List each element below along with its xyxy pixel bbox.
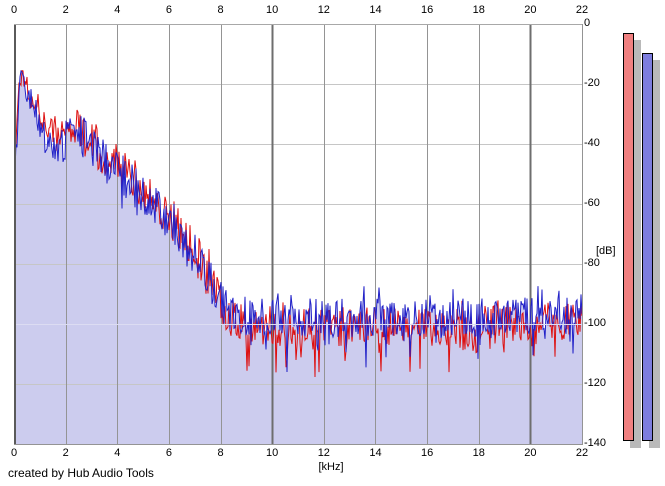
channel-2-level-shadow (649, 60, 660, 448)
spectrum-plot (14, 24, 583, 445)
y-axis-unit-label: [dB] (596, 245, 616, 257)
x-tick-label-top-18: 18 (472, 4, 485, 16)
y-tick-label--120: -120 (584, 377, 607, 389)
credit-text: created by Hub Audio Tools (8, 466, 154, 480)
x-tick-label-bottom-22: 22 (575, 447, 589, 459)
x-tick-label-bottom-12: 12 (317, 447, 330, 459)
x-tick-label-bottom-16: 16 (420, 447, 434, 459)
x-tick-label-bottom-6: 6 (165, 447, 172, 459)
x-axis-unit-label: [kHz] (318, 461, 344, 473)
x-tick-label-top-8: 8 (217, 4, 224, 16)
x-tick-label-top-0: 0 (10, 4, 18, 16)
x-tick-label-top-2: 2 (62, 4, 69, 16)
x-tick-label-bottom-20: 20 (524, 447, 537, 459)
y-tick-label--140: -140 (584, 437, 607, 449)
x-tick-label-top-12: 12 (317, 4, 330, 16)
x-tick-label-bottom-10: 10 (266, 447, 279, 459)
x-tick-label-top-4: 4 (114, 4, 121, 16)
channel-1-level-bar (623, 33, 634, 441)
trace-blue (14, 69, 583, 373)
x-tick-label-top-14: 14 (369, 4, 382, 16)
plot-border-left (14, 24, 16, 445)
y-tick-label-0: 0 (584, 17, 591, 29)
x-tick-label-top-16: 16 (420, 4, 434, 16)
x-tick-label-top-22: 22 (575, 4, 589, 16)
y-tick-label--20: -20 (584, 77, 600, 89)
spectrum-area-fill (14, 71, 582, 444)
x-tick-label-bottom-18: 18 (472, 447, 485, 459)
y-tick-label--40: -40 (584, 137, 600, 149)
channel-2-level-bar (642, 53, 653, 441)
x-tick-label-top-10: 10 (266, 4, 279, 16)
x-tick-label-bottom-4: 4 (114, 447, 121, 459)
x-tick-label-top-6: 6 (165, 4, 172, 16)
x-tick-label-bottom-8: 8 (217, 447, 224, 459)
y-tick-label--60: -60 (584, 197, 600, 209)
y-tick-label--100: -100 (584, 317, 607, 329)
x-tick-label-bottom-2: 2 (62, 447, 69, 459)
y-tick-label--80: -80 (584, 257, 600, 269)
x-tick-label-bottom-0: 0 (10, 447, 18, 459)
x-tick-label-top-20: 20 (524, 4, 537, 16)
x-tick-label-bottom-14: 14 (369, 447, 382, 459)
channel-1-level-shadow (630, 40, 641, 448)
